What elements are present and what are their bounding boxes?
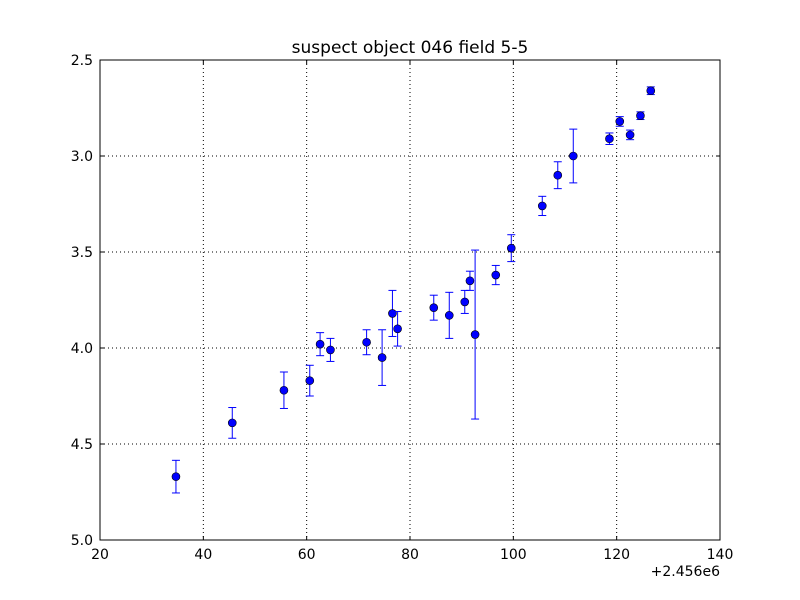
data-point [377,353,387,362]
data-point [429,303,439,312]
data-point [615,117,625,126]
data-point [506,243,516,253]
chart-title: suspect object 046 field 5-5 [292,38,529,58]
y-tick-label: 2.5 [71,53,93,69]
data-point [388,309,397,318]
data-point [537,201,547,211]
x-tick-label: 20 [91,547,109,563]
data-point [636,111,645,120]
axis-tick-labels: 20 40 60 80 100 120 140 2.5 3.0 3.5 4.0 4.5 5.0 [71,53,734,563]
x-tick-label: 120 [603,547,630,563]
data-point [227,418,237,428]
data-point [625,130,635,140]
data-point [568,151,578,161]
y-tick-label: 3.0 [71,149,93,165]
x-tick-label: 140 [707,547,734,563]
y-tick-label: 3.5 [71,245,93,261]
data-point [171,472,181,481]
data-point [315,339,325,349]
data-point [646,86,656,96]
data-point [605,134,614,144]
axis-ticks [99,59,721,541]
grid-lines [100,60,720,540]
data-point [553,170,563,180]
data-point [362,337,371,347]
x-axis-offset-label: +2.456e6 [651,564,720,580]
y-tick-label: 4.0 [71,341,93,357]
data-point [393,324,402,334]
data-point [444,311,454,320]
x-tick-label: 80 [401,547,419,563]
data-point [305,376,315,385]
x-tick-label: 100 [500,547,527,563]
data-point [279,385,289,395]
y-tick-label: 4.5 [71,437,93,453]
data-series [171,86,656,494]
data-point [491,270,501,280]
data-point [465,276,475,286]
data-point [460,297,470,307]
y-tick-label: 5.0 [71,533,93,549]
x-tick-label: 60 [298,547,316,563]
data-point [326,345,335,355]
data-point [470,330,480,339]
x-tick-label: 40 [194,547,212,563]
